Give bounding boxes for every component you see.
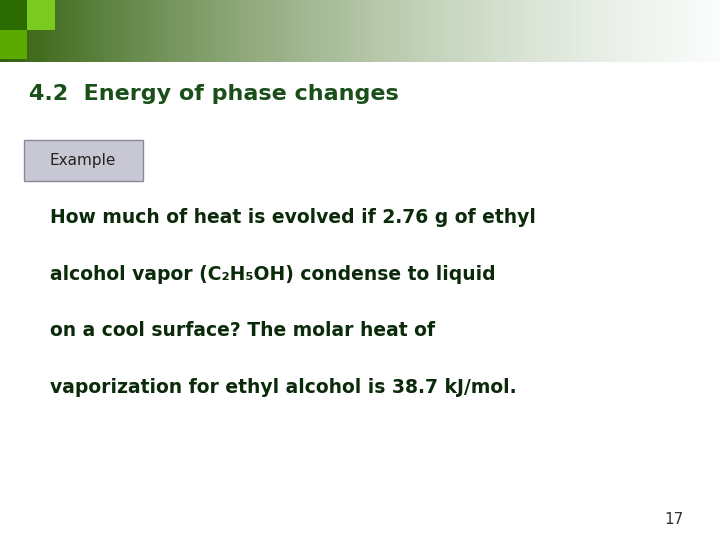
Text: alcohol vapor (C₂H₅OH) condense to liquid: alcohol vapor (C₂H₅OH) condense to liqui… — [50, 265, 496, 284]
Text: How much of heat is evolved if 2.76 g of ethyl: How much of heat is evolved if 2.76 g of… — [50, 208, 536, 227]
Text: 17: 17 — [665, 511, 684, 526]
Text: vaporization for ethyl alcohol is 38.7 kJ/mol.: vaporization for ethyl alcohol is 38.7 k… — [50, 378, 517, 397]
FancyBboxPatch shape — [27, 0, 55, 30]
FancyBboxPatch shape — [24, 140, 143, 181]
FancyBboxPatch shape — [0, 0, 27, 30]
FancyBboxPatch shape — [0, 30, 27, 59]
Text: on a cool surface? The molar heat of: on a cool surface? The molar heat of — [50, 321, 436, 340]
Text: 4.2  Energy of phase changes: 4.2 Energy of phase changes — [29, 84, 399, 104]
Text: Example: Example — [50, 153, 117, 168]
